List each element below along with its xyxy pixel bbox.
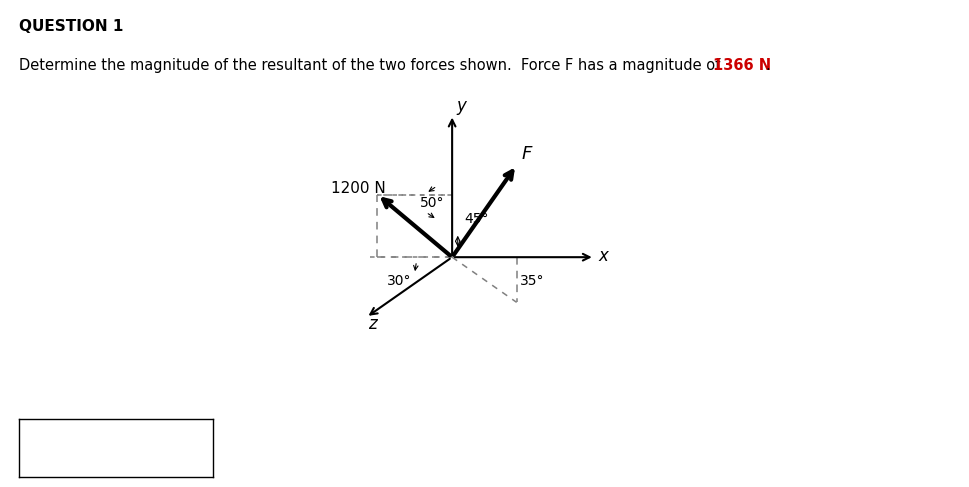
Text: F: F [520,146,531,164]
Text: Determine the magnitude of the resultant of the two forces shown.  Force F has a: Determine the magnitude of the resultant… [19,58,725,74]
Text: 1200 N: 1200 N [330,181,385,196]
Text: y: y [456,97,466,115]
Text: x: x [598,247,608,265]
Text: 45°: 45° [463,212,488,226]
Text: 35°: 35° [519,274,545,288]
Text: 30°: 30° [386,274,411,288]
Text: QUESTION 1: QUESTION 1 [19,19,124,35]
Text: .: . [765,58,769,74]
Text: 50°: 50° [420,196,445,209]
Text: 1366 N: 1366 N [712,58,770,74]
Text: z: z [367,315,376,333]
